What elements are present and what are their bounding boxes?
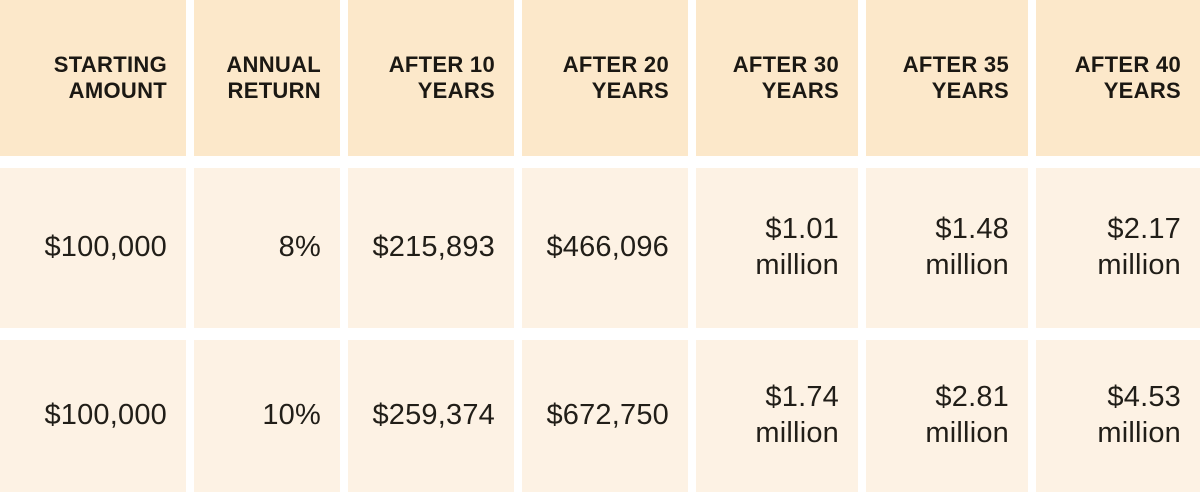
- row2-after-30-years: $1.74 million: [696, 340, 858, 492]
- row1-after-40-years: $2.17 million: [1036, 168, 1200, 328]
- row2-starting-amount: $100,000: [0, 340, 186, 492]
- header-cell-after-40-years: AFTER 40 YEARS: [1036, 0, 1200, 156]
- row1-after-35-years: $1.48 million: [866, 168, 1028, 328]
- header-cell-after-20-years: AFTER 20 YEARS: [522, 0, 688, 156]
- header-cell-after-30-years: AFTER 30 YEARS: [696, 0, 858, 156]
- header-cell-annual-return: ANNUAL RETURN: [194, 0, 340, 156]
- row2-after-10-years: $259,374: [348, 340, 514, 492]
- row1-after-20-years: $466,096: [522, 168, 688, 328]
- row1-annual-return: 8%: [194, 168, 340, 328]
- row2-after-20-years: $672,750: [522, 340, 688, 492]
- row1-after-30-years: $1.01 million: [696, 168, 858, 328]
- row1-after-10-years: $215,893: [348, 168, 514, 328]
- header-cell-starting-amount: STARTING AMOUNT: [0, 0, 186, 156]
- header-cell-after-10-years: AFTER 10 YEARS: [348, 0, 514, 156]
- row2-after-35-years: $2.81 million: [866, 340, 1028, 492]
- header-cell-after-35-years: AFTER 35 YEARS: [866, 0, 1028, 156]
- row2-annual-return: 10%: [194, 340, 340, 492]
- row1-starting-amount: $100,000: [0, 168, 186, 328]
- row2-after-40-years: $4.53 million: [1036, 340, 1200, 492]
